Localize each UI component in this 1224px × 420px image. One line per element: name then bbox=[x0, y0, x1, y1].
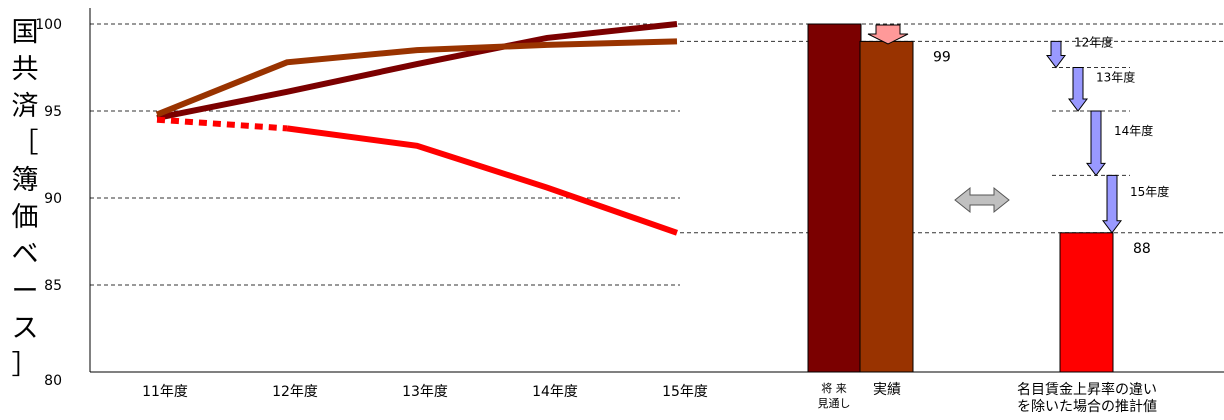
y-axis-label: 国共済 ［ 簿価ベース ］ bbox=[8, 14, 42, 384]
down-arrow-icon bbox=[1068, 67, 1088, 112]
bar bbox=[859, 40, 914, 373]
bar-data-label: 88 bbox=[1133, 241, 1151, 257]
bar-label: 名目賃金上昇率の違い bbox=[1017, 381, 1157, 398]
y-axis-label-char: ］ bbox=[11, 350, 39, 381]
y-tick-label: 90 bbox=[44, 191, 62, 207]
bars: 99 88 bbox=[807, 23, 1151, 373]
x-tick-label: 15年度 bbox=[662, 384, 708, 400]
step-label: 13年度 bbox=[1096, 69, 1135, 84]
axes bbox=[89, 8, 1224, 373]
y-tick-label: 80 bbox=[44, 373, 62, 389]
down-arrow-icon bbox=[1086, 110, 1106, 177]
y-axis-label-char: ー bbox=[11, 276, 39, 307]
y-tick-label: 85 bbox=[44, 278, 62, 294]
bar-label: 実績 bbox=[873, 382, 901, 398]
x-tick-label: 14年度 bbox=[532, 384, 578, 400]
down-arrow-icon bbox=[1046, 40, 1066, 69]
y-axis-label-char: 国 bbox=[11, 17, 39, 48]
step-label: 15年度 bbox=[1130, 184, 1169, 199]
y-tick-label: 100 bbox=[35, 17, 62, 33]
bar-data-label: 99 bbox=[933, 49, 951, 65]
y-axis-label-char: 簿 bbox=[11, 165, 39, 196]
waterfall-steps: 12年度 13年度 14年度 15年度 bbox=[1046, 34, 1169, 234]
bar bbox=[1059, 232, 1114, 373]
down-arrow-icon bbox=[867, 24, 909, 45]
down-arrow-icon bbox=[1102, 174, 1122, 234]
y-axis-label-char: ベ bbox=[11, 239, 39, 270]
step-label: 12年度 bbox=[1074, 34, 1113, 49]
series-line bbox=[286, 125, 678, 236]
line-series bbox=[155, 21, 678, 236]
y-tick-label: 95 bbox=[44, 104, 62, 120]
y-axis-label-char: 済 bbox=[11, 91, 39, 122]
double-arrow-icon bbox=[954, 186, 1010, 214]
x-tick-label: 13年度 bbox=[402, 384, 448, 400]
series-line-dotted bbox=[156, 116, 288, 132]
bar bbox=[807, 23, 862, 373]
y-axis-label-char: 共 bbox=[11, 54, 39, 85]
bar-label: を除いた場合の推計値 bbox=[1017, 399, 1157, 415]
bar-label: 見通し bbox=[818, 397, 851, 410]
y-axis-label-char: 価 bbox=[11, 202, 39, 233]
x-tick-label: 12年度 bbox=[272, 384, 318, 400]
series-line bbox=[155, 38, 678, 118]
x-tick-label: 11年度 bbox=[142, 384, 188, 400]
series-line bbox=[156, 21, 678, 121]
annotations bbox=[867, 24, 1010, 214]
bar-label: 将 来 bbox=[821, 382, 847, 395]
y-axis-label-char: ［ bbox=[11, 128, 39, 159]
y-axis-label-char: ス bbox=[11, 313, 39, 344]
step-label: 14年度 bbox=[1114, 123, 1153, 138]
